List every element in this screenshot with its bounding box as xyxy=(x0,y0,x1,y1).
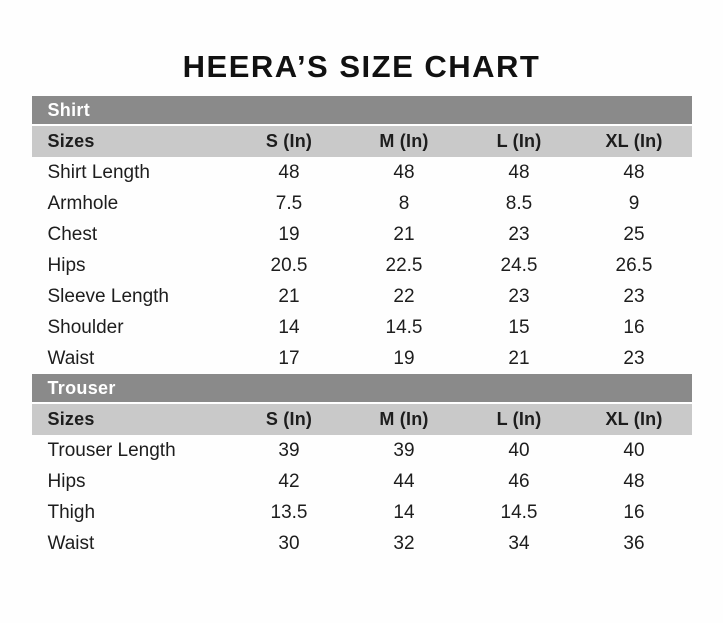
cell-value: 22 xyxy=(393,285,415,307)
table-row: Trouser Length 39 39 40 40 xyxy=(32,435,692,466)
column-header: M (In) xyxy=(379,409,429,429)
table-row: Shirt Length 48 48 48 48 xyxy=(32,157,692,188)
cell-value: 20.5 xyxy=(270,254,308,276)
cell-value: 15 xyxy=(508,316,530,338)
column-header-row: Sizes S (In) M (In) L (In) XL (In) xyxy=(31,126,692,157)
cell-value: 23 xyxy=(508,285,530,307)
cell-value: 19 xyxy=(278,223,300,245)
column-header-sizes: Sizes xyxy=(47,409,95,429)
table-row: Hips 20.5 22.5 24.5 26.5 xyxy=(32,250,692,281)
row-label: Hips xyxy=(47,254,86,276)
column-header: XL (In) xyxy=(605,409,663,429)
row-label: Sleeve Length xyxy=(47,285,170,307)
section-header-shirt: Shirt xyxy=(31,96,692,126)
cell-value: 9 xyxy=(628,192,640,214)
cell-value: 34 xyxy=(508,532,530,554)
cell-value: 39 xyxy=(278,439,300,461)
page-title: HEERA’S SIZE CHART xyxy=(182,49,541,84)
size-table: Shirt Sizes S (In) M (In) L (In) XL (In) Shi… xyxy=(31,96,692,559)
cell-value: 25 xyxy=(623,223,645,245)
table-row: Shoulder 14 14.5 15 16 xyxy=(32,312,692,343)
cell-value: 22.5 xyxy=(385,254,423,276)
cell-value: 7.5 xyxy=(275,192,303,214)
column-header: L (In) xyxy=(496,131,542,151)
table-section: Shirt Sizes S (In) M (In) L (In) XL (In) Shi… xyxy=(31,96,692,374)
column-header: S (In) xyxy=(265,409,313,429)
cell-value: 48 xyxy=(278,161,300,183)
cell-value: 40 xyxy=(623,439,645,461)
row-label: Waist xyxy=(47,347,95,369)
column-header-sizes: Sizes xyxy=(47,131,95,151)
cell-value: 40 xyxy=(508,439,530,461)
cell-value: 48 xyxy=(623,470,645,492)
cell-value: 23 xyxy=(623,285,645,307)
cell-value: 44 xyxy=(393,470,415,492)
cell-value: 46 xyxy=(508,470,530,492)
cell-value: 42 xyxy=(278,470,300,492)
cell-value: 16 xyxy=(623,501,645,523)
rows: Shirt Length 48 48 48 48 Armhole 7.5 8 8.5 9 Chest… xyxy=(32,157,692,374)
column-header: S (In) xyxy=(265,131,313,151)
cell-value: 13.5 xyxy=(270,501,308,523)
row-label: Waist xyxy=(47,532,95,554)
table-row: Hips 42 44 46 48 xyxy=(32,466,692,497)
row-label: Trouser Length xyxy=(47,439,176,461)
cell-value: 21 xyxy=(278,285,300,307)
cell-value: 19 xyxy=(393,347,415,369)
row-label: Armhole xyxy=(47,192,119,214)
column-header: M (In) xyxy=(379,131,429,151)
cell-value: 48 xyxy=(393,161,415,183)
table-row: Waist 30 32 34 36 xyxy=(32,528,692,559)
column-header: L (In) xyxy=(496,409,542,429)
table-row: Thigh 13.5 14 14.5 16 xyxy=(32,497,692,528)
row-label: Hips xyxy=(47,470,86,492)
cell-value: 14.5 xyxy=(385,316,423,338)
cell-value: 14 xyxy=(393,501,415,523)
table-row: Sleeve Length 21 22 23 23 xyxy=(32,281,692,312)
cell-value: 14.5 xyxy=(500,501,538,523)
rows: Trouser Length 39 39 40 40 Hips 42 44 46 48 Thigh 1… xyxy=(32,435,692,559)
cell-value: 24.5 xyxy=(500,254,538,276)
cell-value: 14 xyxy=(278,316,300,338)
row-label: Shoulder xyxy=(47,316,124,338)
column-header: XL (In) xyxy=(605,131,663,151)
cell-value: 21 xyxy=(508,347,530,369)
row-label: Chest xyxy=(47,223,98,245)
cell-value: 17 xyxy=(278,347,300,369)
cell-value: 48 xyxy=(508,161,530,183)
cell-value: 16 xyxy=(623,316,645,338)
cell-value: 8.5 xyxy=(505,192,533,214)
row-label: Thigh xyxy=(47,501,96,523)
cell-value: 30 xyxy=(278,532,300,554)
cell-value: 39 xyxy=(393,439,415,461)
cell-value: 26.5 xyxy=(615,254,653,276)
cell-value: 36 xyxy=(623,532,645,554)
table-row: Armhole 7.5 8 8.5 9 xyxy=(32,188,692,219)
section-header-trouser: Trouser xyxy=(31,374,692,404)
row-label: Shirt Length xyxy=(47,161,150,183)
cell-value: 32 xyxy=(393,532,415,554)
cell-value: 23 xyxy=(508,223,530,245)
cell-value: 23 xyxy=(623,347,645,369)
column-header-row: Sizes S (In) M (In) L (In) XL (In) xyxy=(31,404,692,435)
table-section: Trouser Sizes S (In) M (In) L (In) XL (In) T… xyxy=(31,374,692,559)
table-row: Waist 17 19 21 23 xyxy=(32,343,692,374)
cell-value: 21 xyxy=(393,223,415,245)
cell-value: 48 xyxy=(623,161,645,183)
cell-value: 8 xyxy=(398,192,410,214)
table-row: Chest 19 21 23 25 xyxy=(32,219,692,250)
